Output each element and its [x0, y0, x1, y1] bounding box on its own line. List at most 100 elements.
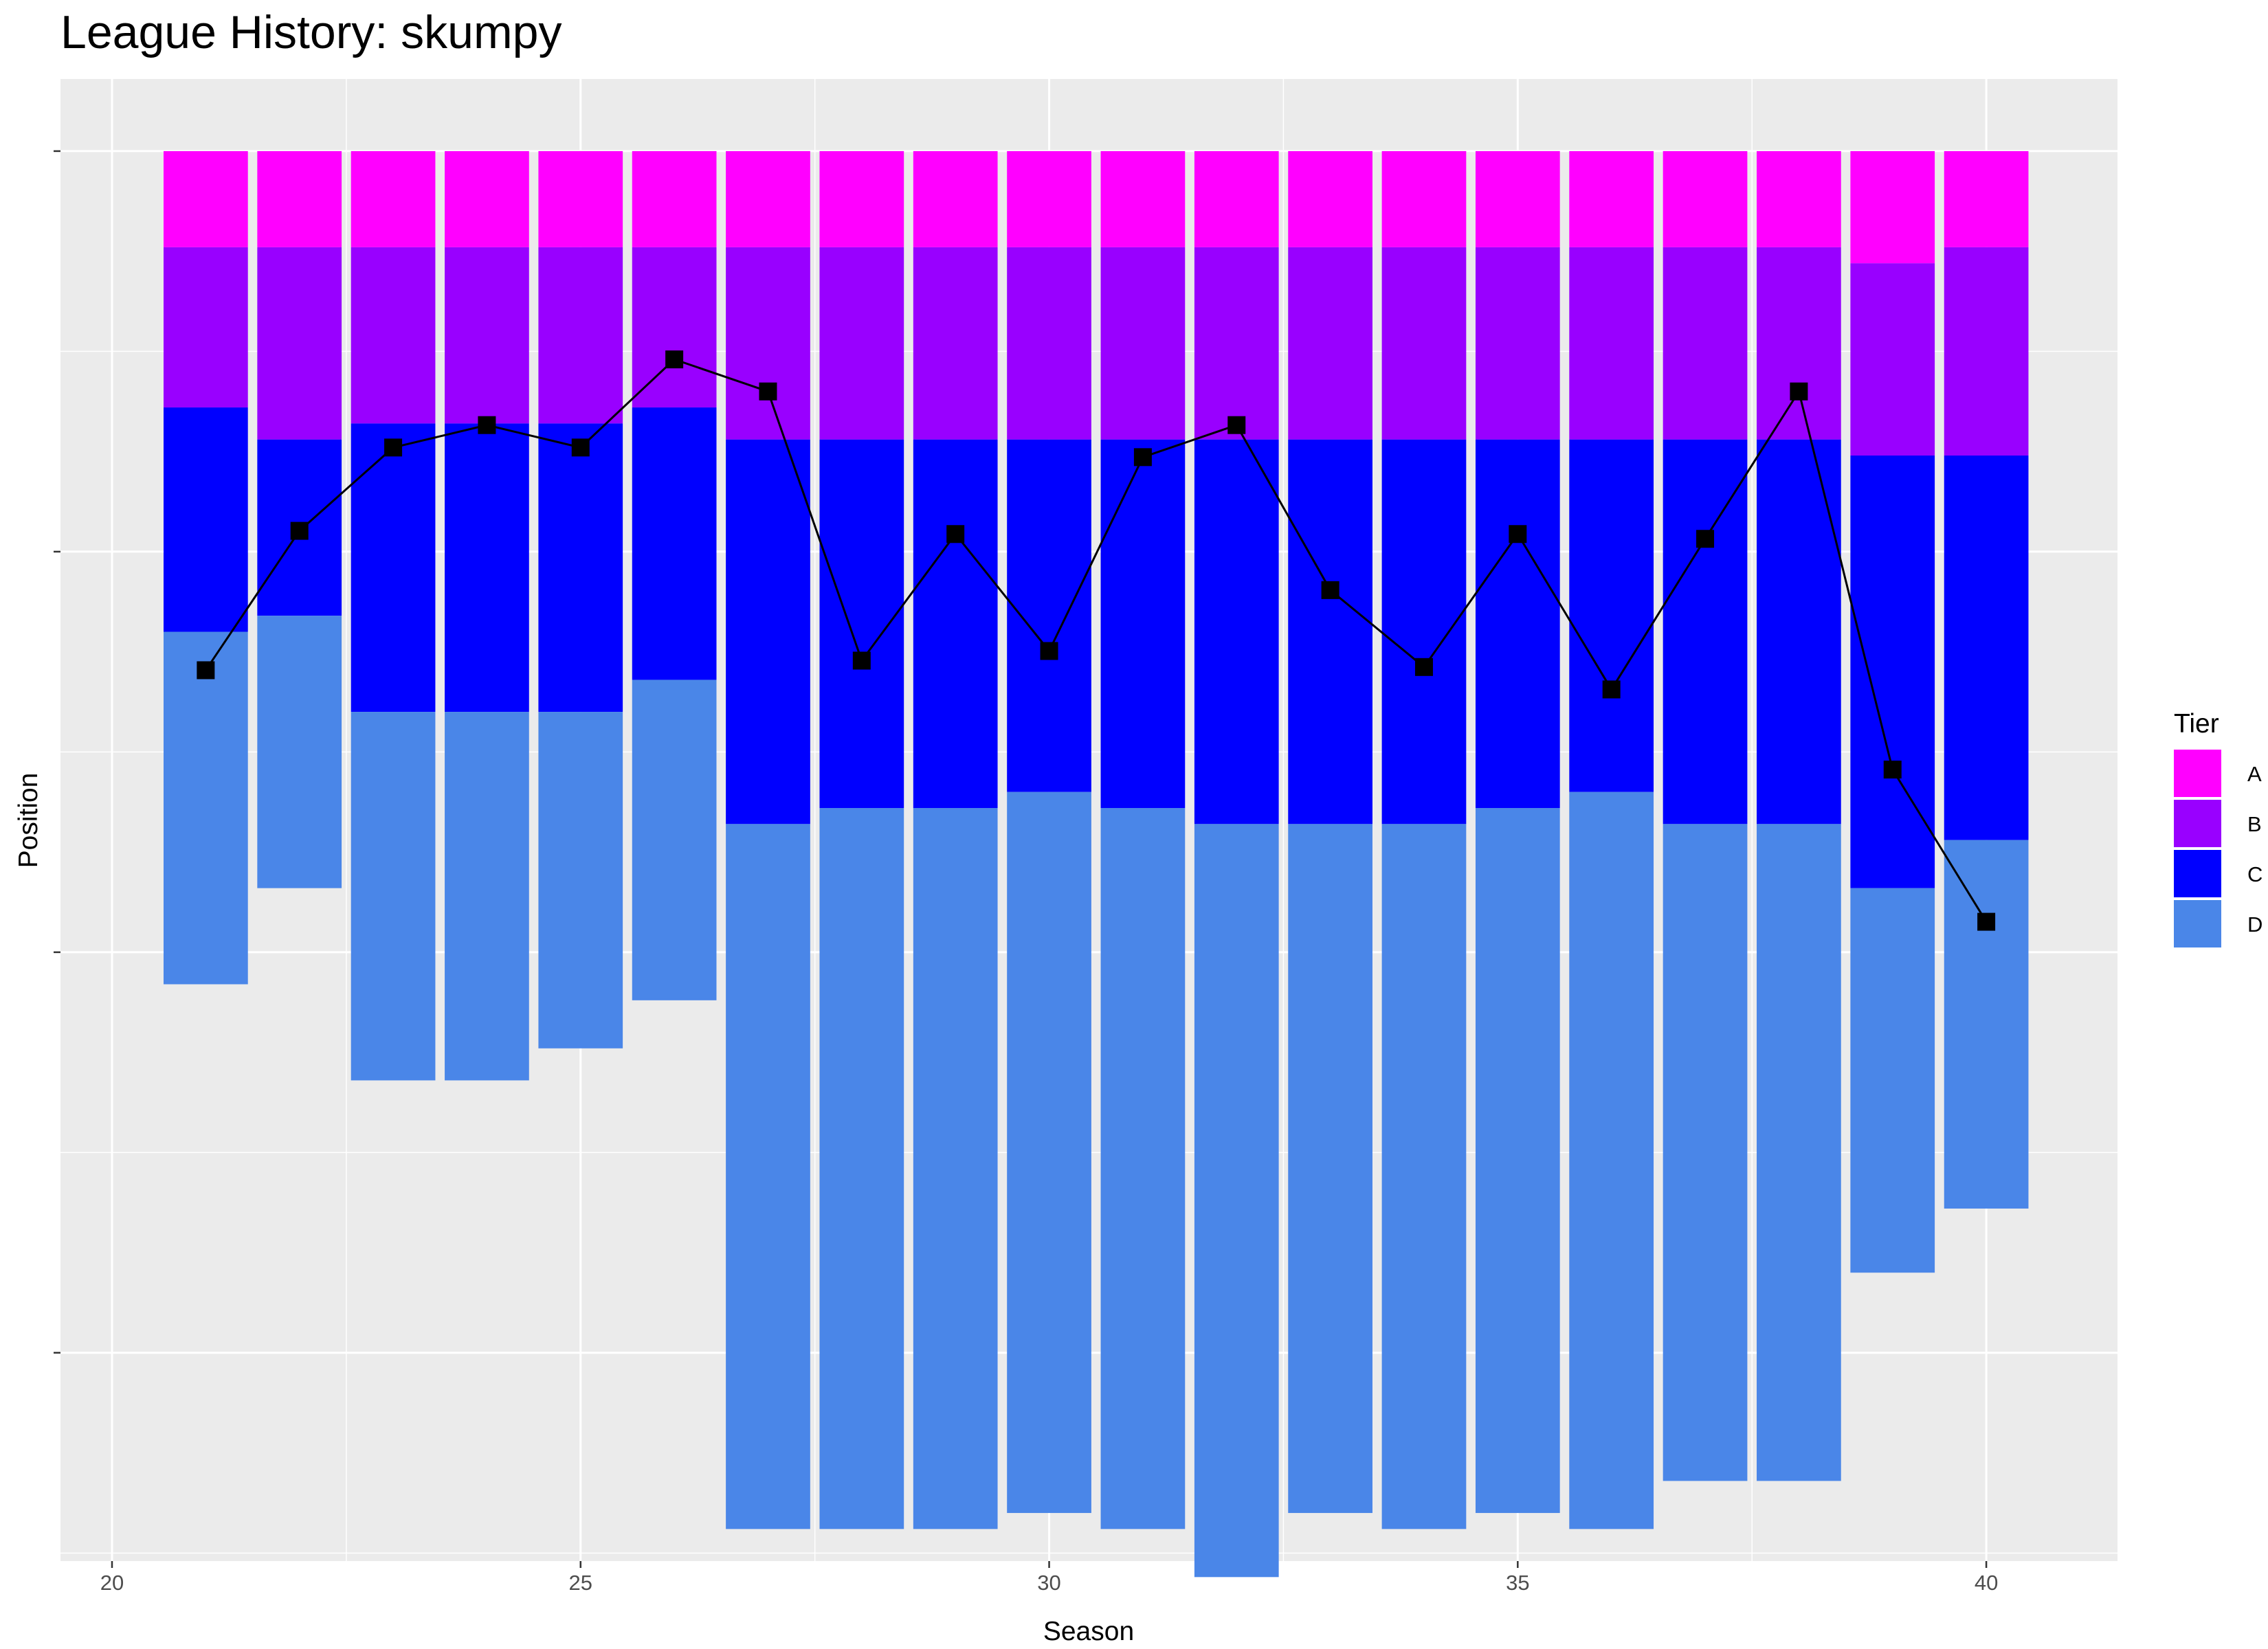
bar-tier-d — [1007, 792, 1091, 1514]
bar-tier-a — [1100, 150, 1186, 247]
bar-tier-a — [1475, 150, 1560, 247]
bar-tier-b — [819, 247, 904, 440]
bar-tier-d — [1569, 792, 1654, 1529]
legend-label-b: B — [2247, 812, 2262, 836]
position-point — [852, 651, 871, 670]
x-tick-label: 30 — [1037, 1571, 1060, 1595]
bar-tier-d — [632, 680, 717, 1000]
bar-tier-a — [632, 150, 717, 247]
bar-tier-a — [1757, 150, 1841, 247]
bar-tier-c — [1944, 455, 2029, 840]
legend-label-a: A — [2247, 762, 2262, 786]
bar-tier-c — [1194, 439, 1279, 824]
bar-tier-b — [632, 247, 717, 408]
bar-tier-b — [1757, 247, 1841, 440]
position-line — [205, 358, 1988, 923]
legend: Tier A B C D — [2174, 709, 2263, 947]
bar-tier-a — [726, 150, 810, 247]
x-tick-label: 40 — [1975, 1571, 1998, 1595]
legend-label-c: C — [2247, 862, 2263, 886]
bar-tier-b — [351, 247, 436, 424]
bar-tier-d — [351, 712, 436, 1081]
bar-tier-c — [1757, 439, 1841, 824]
position-point — [1509, 525, 1527, 543]
bar-tier-b — [726, 247, 810, 440]
x-tick-label: 25 — [569, 1571, 592, 1595]
bar-tier-c — [819, 439, 904, 809]
bar-tier-d — [1850, 888, 1935, 1273]
x-axis-title: Season — [1043, 1617, 1134, 1646]
bar-tier-c — [1850, 455, 1935, 888]
bar-tier-a — [163, 150, 248, 247]
position-point — [1977, 912, 1996, 931]
bar-tier-c — [726, 439, 810, 824]
bar-tier-c — [1288, 439, 1372, 824]
bar-tier-c — [163, 407, 248, 632]
position-point — [1883, 761, 1902, 779]
position-point — [290, 521, 309, 540]
bar-tier-b — [538, 247, 623, 424]
bar-tier-c — [1569, 439, 1654, 792]
bar-tier-a — [1850, 150, 1935, 264]
bar-tier-b — [257, 247, 342, 440]
bar-tier-c — [913, 439, 998, 809]
x-tick-label: 35 — [1506, 1571, 1529, 1595]
bar-tier-a — [1007, 150, 1091, 247]
bar-tier-d — [1757, 824, 1841, 1481]
legend-key-c — [2174, 850, 2221, 897]
bar-tier-b — [1569, 247, 1654, 440]
bar-tier-d — [1944, 840, 2029, 1209]
bar-tier-a — [1194, 150, 1279, 247]
bar-tier-b — [1100, 247, 1186, 440]
position-point — [1696, 530, 1715, 548]
bar-tier-d — [1194, 824, 1279, 1578]
bar-tier-d — [1100, 808, 1186, 1529]
position-point — [478, 416, 496, 434]
bar-tier-a — [1288, 150, 1372, 247]
position-point — [1790, 382, 1808, 401]
position-point — [946, 525, 965, 543]
y-axis-title: Position — [14, 773, 43, 868]
position-point — [197, 661, 215, 680]
bar-tier-b — [1381, 247, 1467, 440]
chart-title: League History: skumpy — [60, 6, 562, 58]
bar-tier-a — [1569, 150, 1654, 247]
bar-tier-b — [913, 247, 998, 440]
position-point — [1414, 658, 1433, 676]
bar-tier-d — [913, 808, 998, 1529]
bar-tier-d — [726, 824, 810, 1529]
bar-tier-a — [351, 150, 436, 247]
bar-tier-c — [351, 423, 436, 713]
bar-tier-c — [1475, 439, 1560, 809]
position-point — [759, 382, 777, 401]
bar-tier-b — [1007, 247, 1091, 440]
legend-key-b — [2174, 800, 2221, 847]
bar-tier-a — [445, 150, 529, 247]
line-layer — [205, 358, 1988, 923]
bar-tier-d — [257, 616, 342, 888]
bar-tier-b — [1288, 247, 1372, 440]
position-point — [1602, 680, 1621, 699]
position-point — [1133, 448, 1152, 467]
x-tick-label: 20 — [100, 1571, 124, 1595]
bar-tier-c — [1663, 439, 1748, 824]
bar-tier-b — [1194, 247, 1279, 440]
bar-tier-d — [1475, 808, 1560, 1514]
position-point — [1040, 642, 1058, 660]
points-layer — [197, 350, 1996, 931]
legend-key-a — [2174, 750, 2221, 797]
bar-tier-b — [1944, 247, 2029, 456]
bar-tier-a — [913, 150, 998, 247]
bar-tier-b — [1663, 247, 1748, 440]
bar-tier-d — [445, 712, 529, 1081]
bar-tier-c — [1100, 439, 1186, 809]
position-point — [665, 350, 684, 369]
position-point — [571, 438, 590, 457]
bar-tier-a — [1381, 150, 1467, 247]
bar-tier-d — [1288, 824, 1372, 1514]
legend-label-d: D — [2247, 912, 2263, 936]
bar-tier-c — [445, 423, 529, 713]
legend-title: Tier — [2174, 709, 2219, 739]
bar-tier-b — [1850, 263, 1935, 456]
